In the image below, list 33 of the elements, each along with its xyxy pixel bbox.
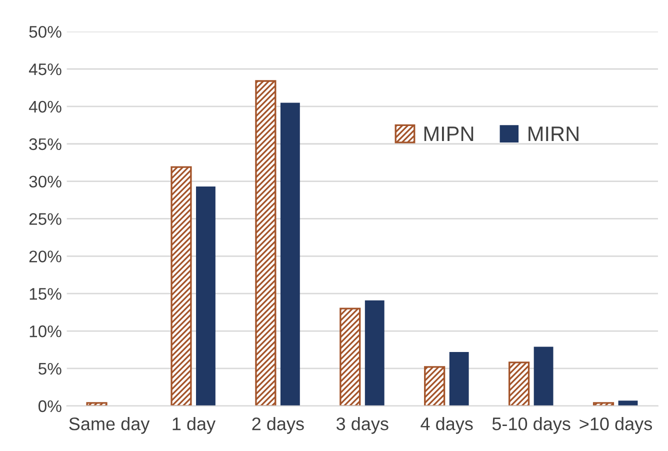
x-tick-label: 5-10 days [492, 417, 570, 434]
bar [340, 308, 361, 406]
y-tick-label: 30% [29, 176, 62, 188]
bar [449, 352, 469, 406]
x-tick-label: 4 days [420, 417, 473, 434]
bar [534, 346, 554, 406]
legend-label: MIPN [424, 126, 474, 142]
bar [170, 166, 192, 406]
bar [86, 402, 108, 406]
bar [196, 186, 216, 406]
x-tick-label: >10 days [580, 417, 652, 434]
bar [424, 366, 446, 406]
x-tick-label: Same day [69, 417, 150, 434]
y-tick-label: 5% [38, 362, 62, 375]
y-tick-label: 45% [28, 63, 62, 76]
legend-label: MIRN [528, 126, 578, 142]
y-tick-label: 10% [30, 325, 62, 338]
x-tick-label: 3 days [336, 417, 388, 434]
bar [364, 300, 384, 406]
bar [592, 402, 614, 406]
bar [618, 400, 638, 406]
y-tick-label: 25% [29, 213, 62, 225]
y-tick-label: 40% [28, 100, 62, 113]
y-tick-label: 20% [29, 250, 62, 262]
bar [255, 80, 276, 406]
y-tick-label: 50% [29, 26, 62, 38]
x-tick-label: 1 day [172, 417, 216, 434]
y-tick-label: 15% [30, 288, 62, 300]
y-tick-label: 0% [38, 400, 62, 412]
x-tick-label: 2 days [252, 417, 304, 434]
bar [508, 362, 530, 406]
y-tick-label: 35% [29, 138, 62, 150]
bar [280, 102, 300, 406]
